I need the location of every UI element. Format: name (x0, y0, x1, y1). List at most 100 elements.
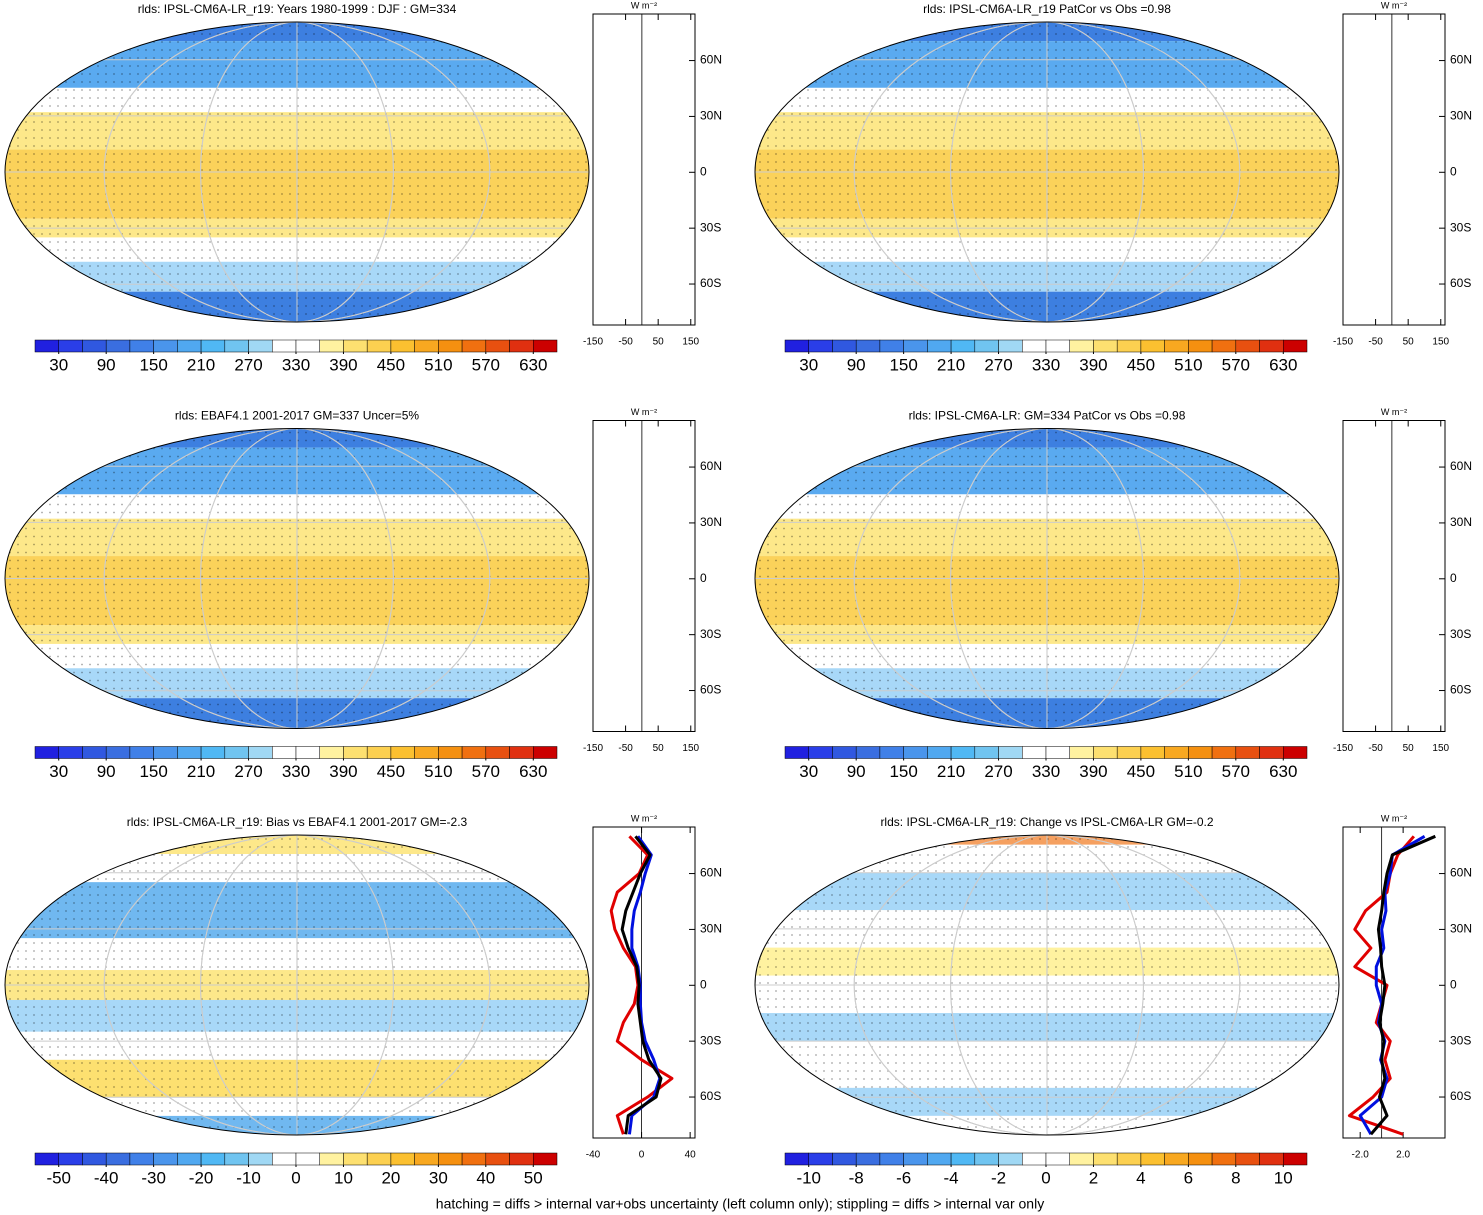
colorbar-box (390, 339, 415, 353)
colorbar-box (34, 339, 59, 353)
colorbar-label: 50 (524, 1168, 543, 1187)
colorbar-box (390, 746, 415, 759)
colorbar-box (832, 339, 857, 353)
colorbar-box (343, 746, 368, 759)
colorbar-box (1283, 339, 1308, 353)
map (5, 835, 589, 1135)
profile-unit: W m⁻² (1381, 0, 1407, 10)
profile-unit: W m⁻² (631, 813, 657, 823)
map-outline (4, 428, 590, 729)
colorbar-box (461, 339, 487, 353)
colorbar-label: 510 (1174, 762, 1202, 781)
profile-line (620, 835, 663, 1135)
colorbar-label: 270 (234, 762, 262, 781)
colorbar-box (1235, 746, 1260, 759)
profile-y-label: 60S (700, 276, 721, 290)
colorbar-label: 570 (1222, 762, 1250, 781)
colorbar-box (1116, 339, 1142, 353)
colorbar-label: 150 (139, 355, 167, 374)
colorbar-box (343, 339, 368, 353)
colorbar-box (998, 746, 1023, 759)
profile-y-label: 30N (1450, 515, 1472, 529)
colorbar-box (1211, 1152, 1237, 1166)
profile-x-label: -50 (618, 743, 633, 754)
colorbar-box (1164, 746, 1189, 759)
profile-y-label: 30N (1450, 109, 1472, 123)
colorbar-label: 10 (334, 1168, 353, 1187)
colorbar-box (1069, 1152, 1094, 1166)
colorbar-box (105, 746, 131, 759)
profile-unit: W m⁻² (631, 407, 657, 417)
colorbar-box (1140, 1152, 1165, 1166)
colorbar-box (414, 746, 439, 759)
colorbar-label: 210 (937, 762, 965, 781)
colorbar-box (1259, 339, 1284, 353)
colorbar-box (177, 1152, 202, 1166)
colorbar-box (879, 746, 904, 759)
colorbar-box (58, 746, 83, 759)
graticule (200, 22, 394, 322)
colorbar-label: 390 (1079, 355, 1107, 374)
profile-y-label: 0 (1450, 571, 1457, 585)
colorbar-label: 30 (799, 355, 818, 374)
colorbar-box (832, 1152, 857, 1166)
profile-frame (1342, 420, 1446, 732)
colorbar-box (974, 746, 999, 759)
colorbar-box (855, 746, 881, 759)
profile-x-label: -40 (586, 1150, 601, 1161)
colorbar-box (224, 1152, 249, 1166)
profile-y-label: 30N (1450, 922, 1472, 936)
profile-y-label: 60N (1450, 53, 1472, 67)
graticule (103, 22, 491, 322)
colorbar-box (390, 1152, 415, 1166)
profile-y-label: 60S (1450, 1089, 1471, 1103)
colorbar-label: 8 (1231, 1168, 1240, 1187)
colorbar-label: 330 (282, 355, 310, 374)
graticule (200, 835, 394, 1135)
colorbar-box (58, 339, 83, 353)
map-outline (754, 834, 1340, 1136)
colorbar-box (438, 746, 463, 759)
colorbar-box (808, 1152, 833, 1166)
colorbar-label: 40 (476, 1168, 495, 1187)
colorbar-box (319, 1152, 344, 1166)
profile-y-label: 0 (1450, 977, 1457, 991)
profile-y-label: 60S (700, 1089, 721, 1103)
panel: rlds: IPSL-CM6A-LR_r19 PatCor vs Obs =0.… (754, 0, 1472, 374)
colorbar-box (34, 746, 59, 759)
profile-y-label: 60N (700, 459, 722, 473)
profile-x-label: 50 (653, 743, 665, 754)
panel-title: rlds: IPSL-CM6A-LR_r19 PatCor vs Obs =0.… (923, 2, 1171, 16)
colorbar-box (200, 746, 226, 759)
colorbar-label: 570 (472, 762, 500, 781)
profile-y-label: 30N (700, 109, 722, 123)
colorbar-box (1164, 339, 1189, 353)
graticule (200, 428, 394, 729)
profile-y-label: 60N (1450, 459, 1472, 473)
profile-y-label: 60N (700, 53, 722, 67)
colorbar-box (34, 1152, 59, 1166)
colorbar-label: 510 (424, 762, 452, 781)
graticule (950, 428, 1144, 729)
colorbar-label: 270 (984, 762, 1012, 781)
profile-x-label: 50 (653, 337, 665, 348)
colorbar-box (105, 339, 131, 353)
colorbar-label: 150 (139, 762, 167, 781)
colorbar-box (879, 1152, 904, 1166)
profile-y-label: 30N (700, 922, 722, 936)
profile-x-label: 2.0 (1396, 1150, 1410, 1161)
profile-x-label: -50 (1368, 337, 1383, 348)
colorbar-label: 570 (472, 355, 500, 374)
colorbar-box (58, 1152, 83, 1166)
colorbar-box (153, 339, 178, 353)
profile-y-label: 60S (1450, 276, 1471, 290)
colorbar-label: 30 (799, 762, 818, 781)
colorbar-box (1235, 339, 1260, 353)
colorbar-box (808, 746, 833, 759)
colorbar-box (855, 1152, 881, 1166)
colorbar-box (319, 339, 344, 353)
colorbar-box (485, 1152, 510, 1166)
colorbar-box (485, 339, 510, 353)
colorbar-box (295, 339, 320, 353)
